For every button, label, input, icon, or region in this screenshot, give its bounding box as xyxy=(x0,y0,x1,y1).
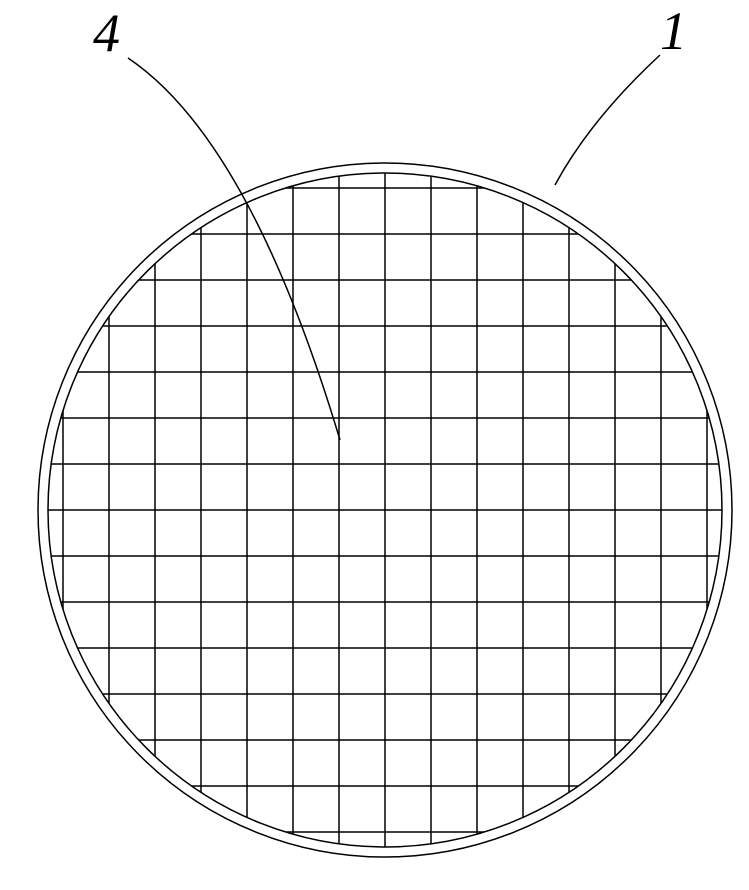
diagram-svg xyxy=(0,0,749,885)
diagram-canvas: 4 1 xyxy=(0,0,749,885)
callout-label-4: 4 xyxy=(93,2,120,64)
callout-label-1: 1 xyxy=(660,0,687,62)
